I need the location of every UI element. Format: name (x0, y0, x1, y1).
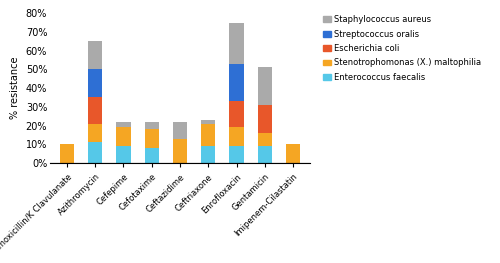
Bar (230, 23, 243, 64)
Bar (201, 120, 216, 124)
Bar (258, 68, 272, 105)
Bar (201, 146, 216, 163)
Bar (116, 146, 130, 163)
Legend: Staphylococcus aureus, Streptococcus oralis, Escherichia coli, Stenotrophomonas : Staphylococcus aureus, Streptococcus ora… (322, 14, 482, 83)
Bar (173, 122, 187, 139)
Bar (258, 105, 272, 133)
Bar (201, 124, 216, 146)
Bar (116, 128, 130, 146)
Bar (286, 144, 300, 163)
Bar (144, 122, 159, 129)
Bar (230, 146, 243, 163)
Bar (88, 98, 102, 124)
Bar (258, 146, 272, 163)
Bar (230, 128, 243, 146)
Bar (173, 139, 187, 163)
Bar (60, 144, 74, 163)
Y-axis label: % resistance: % resistance (10, 57, 20, 119)
Bar (258, 133, 272, 146)
Bar (144, 129, 159, 148)
Bar (116, 122, 130, 128)
Bar (88, 69, 102, 98)
Bar (230, 64, 243, 101)
Bar (144, 148, 159, 163)
Bar (230, 101, 243, 128)
Bar (88, 143, 102, 163)
Bar (88, 41, 102, 69)
Bar (88, 124, 102, 143)
